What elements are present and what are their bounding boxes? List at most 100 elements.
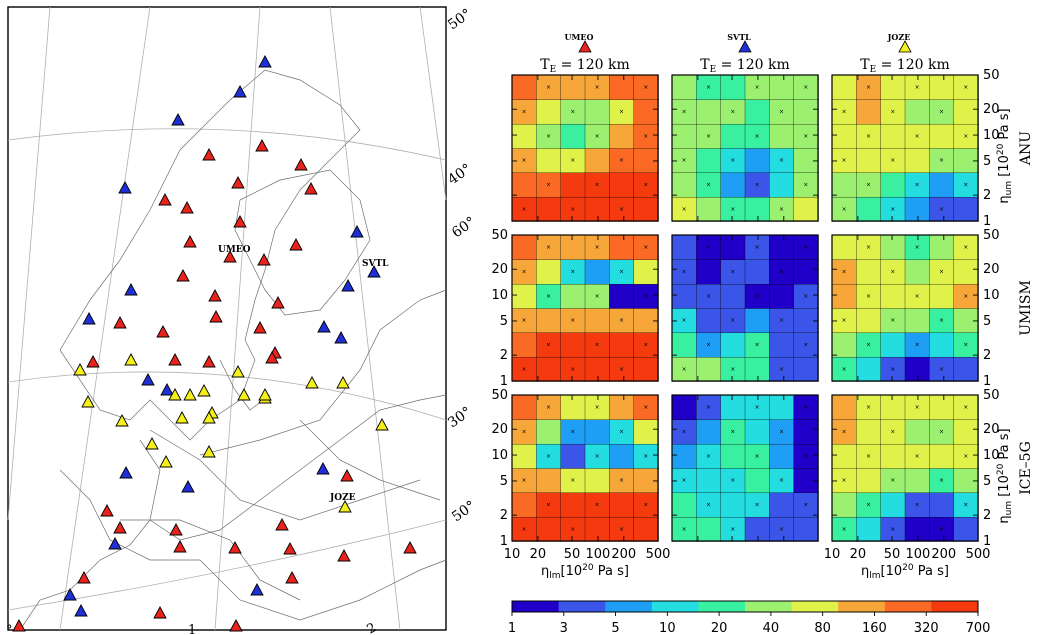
grid-point: ×	[522, 109, 527, 116]
misfit-cell	[511, 259, 538, 285]
station-marker-blue	[317, 320, 331, 333]
panel-frame	[831, 234, 979, 382]
station-marker-red	[285, 571, 299, 584]
te-value: = 120 km	[716, 57, 790, 73]
misfit-cell	[720, 332, 746, 358]
graticule-line	[7, 128, 447, 161]
misfit-cell	[929, 99, 955, 125]
grid-point: ×	[706, 342, 711, 349]
misfit-cell	[609, 516, 635, 542]
misfit-cell	[744, 196, 771, 222]
grid-point: ×	[755, 502, 760, 509]
station-marker-yellow	[898, 40, 912, 53]
misfit-cell	[560, 196, 586, 222]
graticule-line	[7, 371, 447, 421]
panel-frame	[511, 234, 659, 382]
misfit-cell	[584, 419, 611, 445]
grid-point: ×	[866, 84, 871, 91]
y-axis-label-exp: 20	[996, 143, 1006, 155]
grid-point: ×	[842, 157, 847, 164]
row-label: UMISM	[1018, 280, 1034, 336]
panel-frame	[511, 394, 659, 542]
station-marker-yellow	[375, 418, 389, 431]
station-marker-yellow	[231, 365, 245, 378]
misfit-cell	[609, 307, 635, 334]
station-marker-red	[208, 289, 222, 302]
misfit-cell	[720, 307, 746, 334]
lat-label-50b: 50°	[449, 498, 479, 525]
misfit-cell	[831, 356, 858, 382]
grid-point: ×	[619, 206, 624, 213]
misfit-cell	[880, 123, 906, 149]
misfit-cell	[793, 467, 819, 494]
y-tick-label: 20	[983, 262, 1000, 277]
grid-point: ×	[522, 366, 527, 373]
grid-point: ×	[842, 269, 847, 276]
lat-label-60: 60°	[449, 214, 479, 241]
grid-point: ×	[963, 84, 968, 91]
station-marker-red	[156, 325, 170, 338]
misfit-cell	[856, 332, 882, 358]
te-label: TE = 120 km	[540, 57, 629, 75]
grid-point: ×	[779, 157, 784, 164]
misfit-cell	[953, 147, 979, 174]
colorbar-swatch	[558, 601, 606, 612]
grid-point: ×	[546, 244, 551, 251]
misfit-panel: × × × × × × × × × × × × × × × × × ×	[511, 74, 659, 222]
station-marker-yellow	[183, 388, 197, 401]
grid-point: ×	[963, 404, 968, 411]
misfit-cell	[744, 307, 771, 334]
colorbar: 1 3 5 10 20 40 80 160 320 700	[508, 600, 990, 635]
misfit-cell	[880, 356, 906, 382]
misfit-cell	[584, 307, 611, 334]
grid-point: ×	[595, 133, 600, 140]
colorbar-tick-label: 10	[659, 621, 676, 635]
y-tick-label: 10	[491, 448, 508, 463]
y-axis-label-unit: [10	[997, 155, 1012, 181]
grid-point: ×	[939, 206, 944, 213]
grid-point: ×	[890, 366, 895, 373]
station-marker-blue	[108, 537, 122, 550]
station-marker-red	[12, 619, 26, 632]
grid-point: ×	[619, 366, 624, 373]
misfit-cell	[511, 443, 538, 469]
grid-point: ×	[643, 84, 648, 91]
misfit-cell	[633, 147, 659, 174]
misfit-cell	[696, 307, 722, 334]
station-marker-red	[209, 310, 223, 323]
station-marker-yellow	[168, 388, 182, 401]
grid-point: ×	[570, 366, 575, 373]
misfit-cell	[560, 283, 586, 309]
misfit-cell	[720, 172, 746, 198]
grid-point: ×	[915, 453, 920, 460]
misfit-cell	[584, 123, 611, 149]
misfit-cell	[609, 467, 635, 494]
misfit-cell	[793, 332, 819, 358]
misfit-cell	[696, 99, 722, 125]
grid-point: ×	[522, 206, 527, 213]
grid-point: ×	[939, 317, 944, 324]
x-axis-label-tail: Pa s]	[914, 564, 949, 579]
misfit-cell	[633, 332, 659, 358]
station-marker-blue	[82, 312, 96, 325]
misfit-cell	[880, 443, 906, 469]
grid-point: ×	[915, 244, 920, 251]
grid-point: ×	[779, 269, 784, 276]
row-label: ICE–5G	[1018, 441, 1034, 495]
y-tick-label: 1	[983, 214, 991, 229]
misfit-cell	[720, 234, 746, 261]
misfit-cell	[584, 99, 611, 125]
misfit-cell	[720, 443, 746, 469]
grid-point: ×	[866, 453, 871, 460]
colorbar-frame	[511, 600, 979, 613]
grid-point: ×	[779, 429, 784, 436]
misfit-cell	[929, 234, 955, 261]
misfit-cell	[671, 74, 698, 101]
grid-point: ×	[706, 84, 711, 91]
grid-point: ×	[915, 502, 920, 509]
grid-point: ×	[730, 366, 735, 373]
map-station-label: UMEO	[218, 245, 251, 255]
misfit-cell	[793, 259, 819, 285]
station-marker-red	[153, 606, 167, 619]
grid-point: ×	[570, 157, 575, 164]
